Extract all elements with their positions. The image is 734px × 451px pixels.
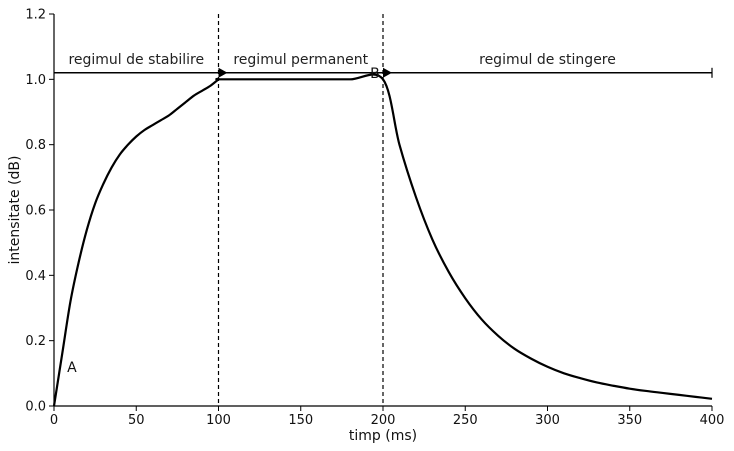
arrow-marker <box>383 67 392 78</box>
region-label: regimul de stabilire <box>68 52 204 68</box>
x-tick-label: 350 <box>617 413 642 428</box>
x-tick-label: 50 <box>128 413 145 428</box>
x-tick-label: 400 <box>700 413 725 428</box>
x-axis-label: timp (ms) <box>349 428 417 444</box>
x-ticks: 0 50 100 150 200 250 300 350 400 <box>50 406 725 428</box>
phase-arrow <box>54 67 713 78</box>
y-tick-label: 0.4 <box>25 269 46 284</box>
x-tick-label: 200 <box>371 413 396 428</box>
series <box>52 73 713 407</box>
point-label: B <box>370 66 380 82</box>
y-tick-label: 0.2 <box>25 334 46 349</box>
region-label: regimul de stingere <box>479 52 616 68</box>
series-line <box>52 73 713 407</box>
x-tick-label: 150 <box>288 413 313 428</box>
y-tick-label: 0.0 <box>25 400 46 415</box>
y-tick-label: 1.0 <box>25 73 46 88</box>
y-ticks: 0.0 0.2 0.4 0.6 0.8 1.0 1.2 <box>25 8 54 415</box>
y-tick-label: 0.6 <box>25 204 46 219</box>
x-tick-label: 0 <box>50 413 58 428</box>
y-tick-label: 0.8 <box>25 138 46 153</box>
point-label: A <box>67 360 77 376</box>
region-label: regimul permanent <box>233 52 368 68</box>
x-tick-label: 300 <box>535 413 560 428</box>
y-axis-label: intensitate (dB) <box>7 156 23 265</box>
arrow-marker <box>218 67 228 78</box>
x-tick-label: 250 <box>453 413 478 428</box>
annotations: regimul de stabilire regimul permanent reg… <box>67 52 616 376</box>
y-tick-label: 1.2 <box>25 8 46 23</box>
x-tick-label: 100 <box>206 413 231 428</box>
